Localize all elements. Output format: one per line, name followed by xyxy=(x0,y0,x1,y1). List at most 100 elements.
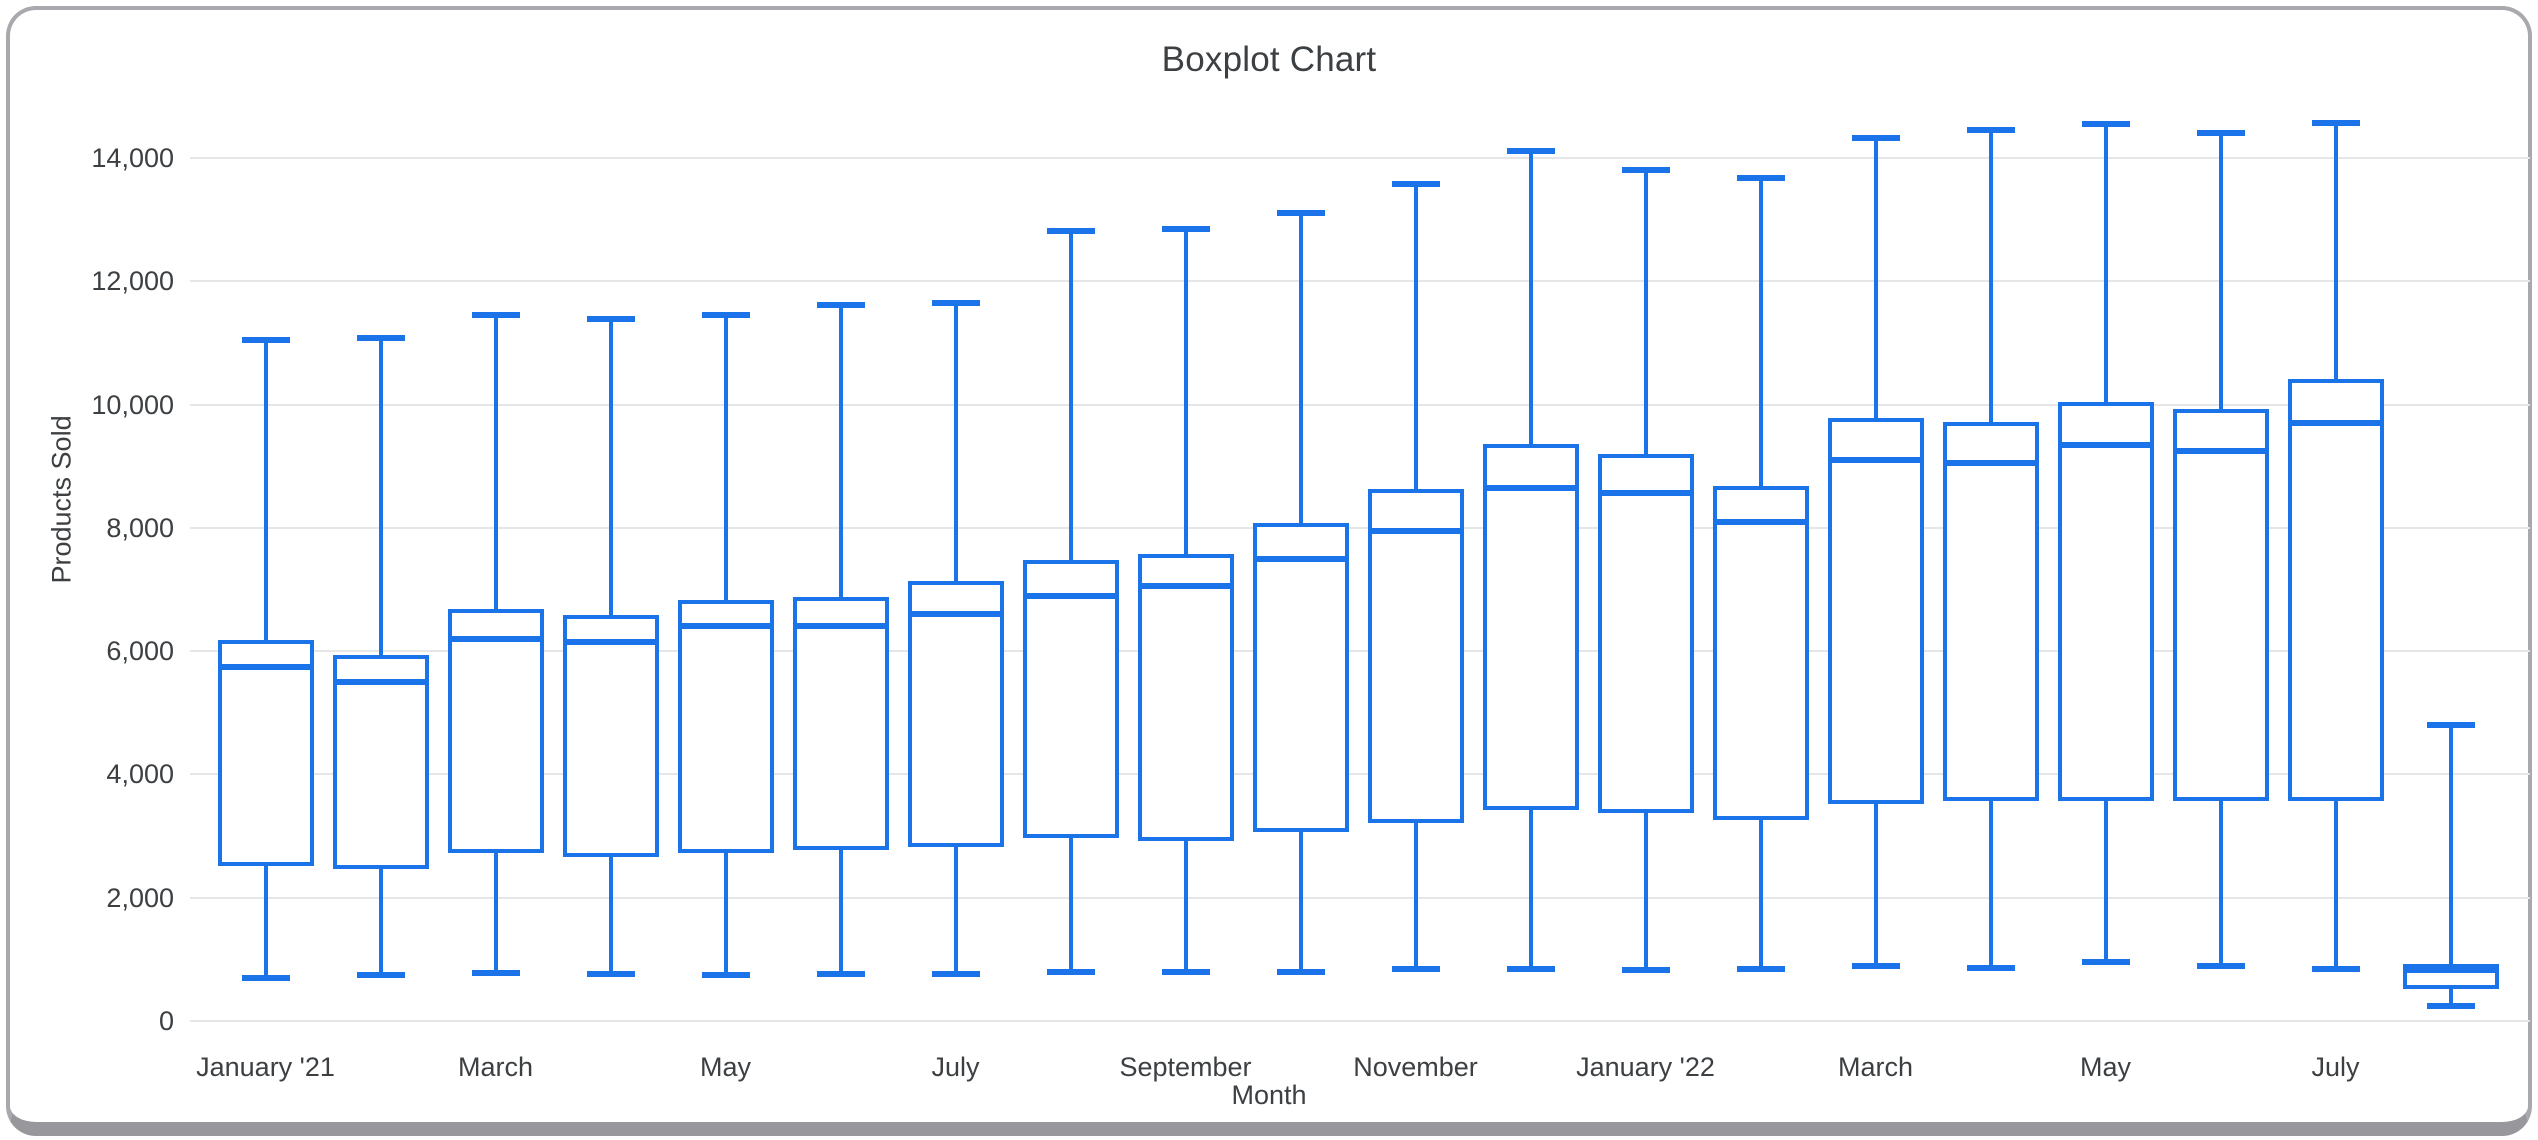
median-line xyxy=(447,635,544,642)
chart-plot-area: Boxplot Chart Products Sold Month 0 2,000… xyxy=(18,18,2530,1114)
y-tick-label: 4,000 xyxy=(106,759,174,790)
whisker-cap-min xyxy=(1046,969,1095,976)
boxplot-may-22[interactable] xyxy=(2057,120,2154,966)
median-line xyxy=(1252,555,1349,562)
boxplot-november-21[interactable] xyxy=(1367,180,1464,973)
whisker-cap-max xyxy=(2311,120,2360,127)
y-gridline xyxy=(190,896,2530,899)
y-tick-label: 6,000 xyxy=(106,636,174,667)
boxplot-may-21[interactable] xyxy=(677,312,774,978)
y-tick-label: 8,000 xyxy=(106,512,174,543)
median-line xyxy=(1942,460,2039,467)
boxplot-october-21[interactable] xyxy=(1252,210,1349,975)
iqr-box xyxy=(2172,408,2269,802)
iqr-box xyxy=(1712,485,1809,820)
y-gridline xyxy=(190,280,2530,283)
x-tick-label: November xyxy=(1353,1052,1478,1082)
whisker-cap-min xyxy=(816,971,865,978)
whisker-cap-max xyxy=(1391,180,1440,187)
whisker-cap-min xyxy=(1161,969,1210,976)
median-line xyxy=(2287,419,2384,426)
whisker-cap-min xyxy=(2426,1002,2475,1009)
iqr-box xyxy=(2057,402,2154,802)
x-tick-label: January '22 xyxy=(1576,1052,1715,1082)
median-line xyxy=(792,623,889,630)
boxplot-april-21[interactable] xyxy=(562,316,659,978)
whisker-cap-max xyxy=(1621,167,1670,174)
whisker-stem xyxy=(2448,725,2453,1006)
x-tick-label: September xyxy=(1119,1052,1252,1082)
chart-title: Boxplot Chart xyxy=(1161,40,1377,79)
y-gridline xyxy=(190,403,2530,406)
boxplot-april-22[interactable] xyxy=(1942,127,2039,971)
whisker-cap-min xyxy=(2196,962,2245,969)
whisker-cap-max xyxy=(356,334,405,341)
whisker-cap-max xyxy=(1276,210,1325,217)
x-tick-label: March xyxy=(1837,1052,1913,1082)
y-tick-label: 12,000 xyxy=(91,266,174,297)
whisker-cap-max xyxy=(816,301,865,308)
x-tick-label: March xyxy=(457,1052,533,1082)
y-tick-label: 14,000 xyxy=(91,142,174,173)
iqr-box xyxy=(447,609,544,854)
median-line xyxy=(1137,583,1234,590)
whisker-cap-min xyxy=(1391,966,1440,973)
whisker-cap-min xyxy=(1966,964,2015,971)
whisker-cap-max xyxy=(1161,225,1210,232)
whisker-cap-min xyxy=(1736,965,1785,972)
whisker-cap-min xyxy=(2311,965,2360,972)
iqr-box xyxy=(1137,553,1234,842)
iqr-box xyxy=(1482,443,1579,811)
y-gridline xyxy=(190,773,2530,776)
median-line xyxy=(1482,484,1579,491)
x-tick-label: July xyxy=(931,1052,980,1082)
whisker-cap-max xyxy=(1046,227,1095,234)
whisker-cap-max xyxy=(2196,130,2245,137)
whisker-cap-max xyxy=(1966,127,2015,134)
median-line xyxy=(2402,967,2499,974)
whisker-cap-min xyxy=(1506,965,1555,972)
median-line xyxy=(562,638,659,645)
whisker-cap-max xyxy=(2426,722,2475,729)
x-tick-label: May xyxy=(2079,1052,2131,1082)
boxplot-february-21[interactable] xyxy=(332,334,429,978)
y-tick-label: 0 xyxy=(158,1006,174,1036)
boxplot-march-22[interactable] xyxy=(1827,135,1924,970)
whisker-cap-max xyxy=(2081,120,2130,127)
boxplot-january-21[interactable] xyxy=(217,336,314,981)
y-gridline xyxy=(190,1020,2530,1022)
boxplot-june-21[interactable] xyxy=(792,301,889,978)
boxplot-december-21[interactable] xyxy=(1482,147,1579,972)
boxplot-july-21[interactable] xyxy=(907,299,1004,978)
boxplot-june-22[interactable] xyxy=(2172,130,2269,969)
boxplot-march-21[interactable] xyxy=(447,312,544,976)
whisker-cap-max xyxy=(1851,135,1900,142)
whisker-cap-max xyxy=(701,312,750,319)
whisker-cap-min xyxy=(1851,963,1900,970)
x-tick-label: July xyxy=(2311,1052,2360,1082)
boxplot-february-22[interactable] xyxy=(1712,175,1809,972)
boxplot-august-21[interactable] xyxy=(1022,227,1119,976)
iqr-box xyxy=(1022,559,1119,839)
boxplot-july-22[interactable] xyxy=(2287,120,2384,972)
boxplot-september-21[interactable] xyxy=(1137,225,1234,976)
y-gridline xyxy=(190,650,2530,653)
iqr-box xyxy=(1367,488,1464,823)
whisker-cap-max xyxy=(1736,175,1785,182)
whisker-cap-min xyxy=(2081,959,2130,966)
whisker-cap-max xyxy=(1506,147,1555,154)
median-line xyxy=(1597,489,1694,496)
whisker-cap-min xyxy=(471,969,520,976)
whisker-cap-min xyxy=(701,971,750,978)
whisker-cap-max xyxy=(241,336,290,343)
whisker-cap-min xyxy=(931,971,980,978)
boxplot-august-22[interactable] xyxy=(2402,722,2499,1009)
iqr-box xyxy=(2287,379,2384,802)
median-line xyxy=(677,623,774,630)
whisker-cap-max xyxy=(471,312,520,319)
median-line xyxy=(2172,447,2269,454)
whisker-cap-max xyxy=(586,316,635,323)
boxplot-january-22[interactable] xyxy=(1597,167,1694,973)
iqr-box xyxy=(1597,453,1694,814)
x-axis-title: Month xyxy=(1231,1080,1307,1110)
